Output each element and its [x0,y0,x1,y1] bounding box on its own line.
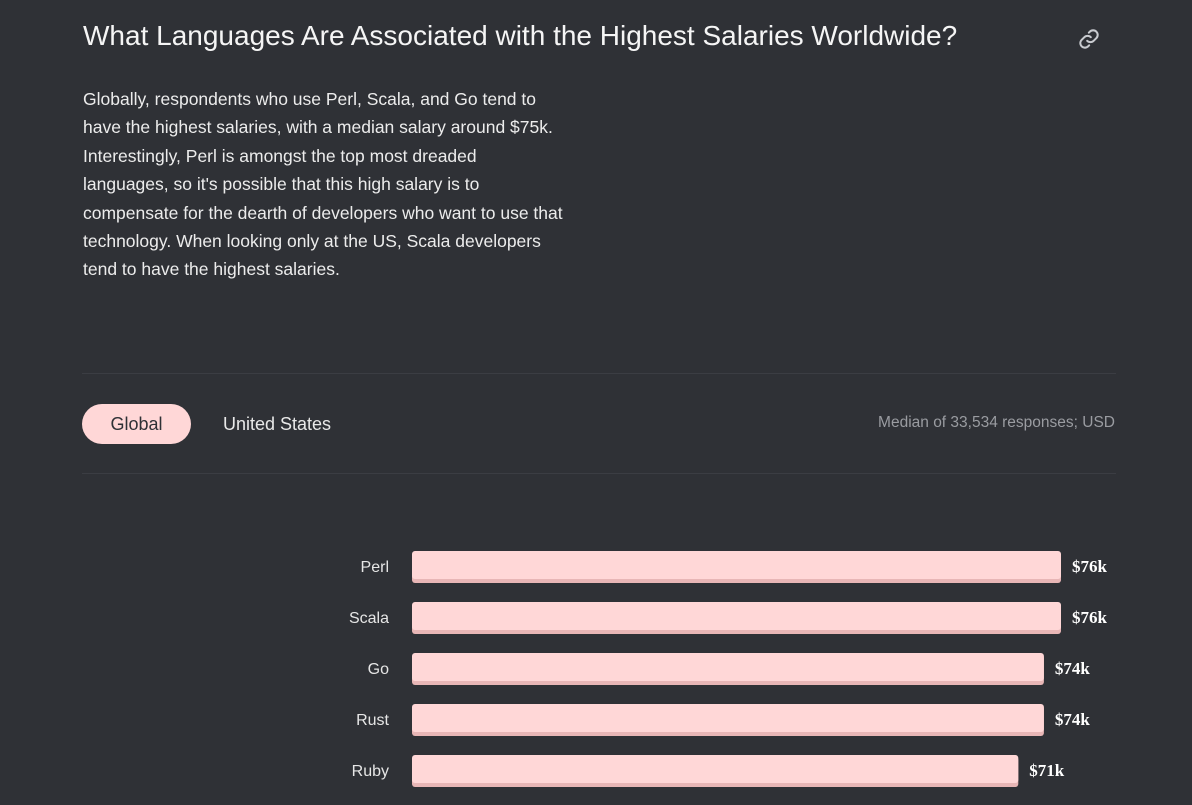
page-title: What Languages Are Associated with the H… [83,20,958,51]
value-label-perl: $76k [1072,557,1108,576]
value-label-scala: $76k [1072,608,1108,627]
responses-note: Median of 33,534 responses; USD [878,414,1115,431]
category-label-rust: Rust [356,712,389,729]
value-label-rust: $74k [1055,710,1091,729]
value-label-ruby: $71k [1029,761,1065,780]
category-label-perl: Perl [361,559,389,576]
link-icon[interactable] [1078,28,1100,50]
bar-ruby[interactable] [412,755,1019,783]
bar-perl[interactable] [412,551,1061,579]
bar-scala[interactable] [412,602,1061,630]
bar-rust[interactable] [412,704,1044,732]
tab-united-states[interactable]: United States [223,414,332,434]
divider-bottom [82,473,1116,474]
description-text: Globally, respondents who use Perl, Scal… [83,89,563,280]
category-label-scala: Scala [349,610,389,627]
category-label-ruby: Ruby [352,763,389,780]
category-label-go: Go [368,661,389,678]
value-label-go: $74k [1055,659,1091,678]
tab-global[interactable]: Global [82,404,191,444]
bar-go[interactable] [412,653,1044,681]
divider-top [82,373,1116,374]
chart-svg: Perl $76k Scala $76k Go $74k Rust $74k Ruby $71k [349,551,1108,787]
salary-bar-chart: Perl $76k Scala $76k Go $74k Rust $74k Ruby $71k [0,540,1192,805]
